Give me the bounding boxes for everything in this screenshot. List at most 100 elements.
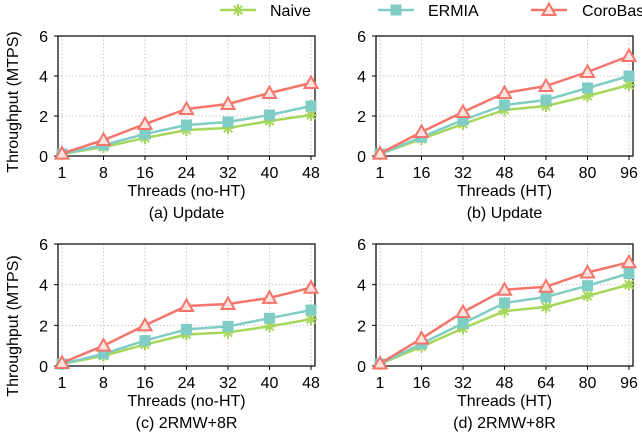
data-point-corobase bbox=[620, 253, 638, 269]
legend-label: Naive bbox=[270, 3, 311, 20]
data-point-corobase bbox=[371, 145, 389, 160]
data-point-naive bbox=[263, 115, 276, 127]
data-point-ermia bbox=[305, 304, 317, 316]
data-point-corobase bbox=[413, 123, 430, 138]
data-point-ermia bbox=[457, 114, 469, 126]
panel-b: 0 2 4 6 1 16 32 48 64 80 96 Threads (HT) (b) Update bbox=[357, 29, 638, 222]
x-tick-label: 48 bbox=[302, 375, 320, 392]
x-tick-label: 96 bbox=[620, 165, 638, 182]
data-point-naive bbox=[305, 109, 317, 121]
data-point-corobase bbox=[53, 354, 71, 369]
legend-marker-corobase bbox=[540, 1, 558, 16]
data-point-corobase bbox=[53, 145, 71, 160]
data-point-corobase bbox=[537, 278, 555, 293]
data-point-corobase bbox=[371, 355, 389, 370]
y-tick-label: 6 bbox=[39, 29, 48, 46]
y-axis-label-bottom: Throughput (MTPS) bbox=[5, 255, 22, 396]
data-point-corobase bbox=[219, 295, 237, 310]
x-tick-label: 1 bbox=[376, 375, 385, 392]
x-tick-label: 80 bbox=[579, 375, 597, 392]
y-tick-label: 6 bbox=[357, 29, 366, 46]
data-point-ermia bbox=[499, 99, 510, 111]
data-point-ermia bbox=[540, 291, 552, 303]
x-tick-label: 64 bbox=[537, 375, 555, 392]
data-point-corobase bbox=[454, 103, 472, 118]
legend-item-naive: Naive bbox=[220, 3, 311, 20]
legend-marker-ermia bbox=[390, 4, 402, 16]
data-point-ermia bbox=[222, 320, 234, 332]
data-point-ermia bbox=[264, 312, 275, 324]
data-point-naive bbox=[540, 100, 552, 112]
y-tick-label: 2 bbox=[357, 109, 366, 126]
legend-label: ERMIA bbox=[428, 3, 479, 20]
legend-label: CoroBase bbox=[582, 3, 642, 20]
x-tick-label: 1 bbox=[58, 375, 67, 392]
data-point-naive bbox=[222, 326, 234, 339]
panel-caption: (c) 2RMW+8R bbox=[136, 415, 238, 432]
x-tick-label: 40 bbox=[261, 375, 279, 392]
legend: Naive ERMIA CoroBase bbox=[220, 1, 642, 20]
x-tick-label: 48 bbox=[496, 165, 514, 182]
data-point-ermia bbox=[540, 94, 552, 106]
data-point-naive bbox=[623, 79, 635, 91]
data-point-ermia bbox=[264, 109, 275, 121]
data-point-corobase bbox=[302, 74, 320, 89]
x-tick-label: 48 bbox=[496, 375, 514, 392]
panel-caption: (a) Update bbox=[149, 205, 225, 222]
x-tick-label: 40 bbox=[261, 165, 279, 182]
legend-marker-naive bbox=[232, 4, 244, 16]
x-tick-label: 32 bbox=[219, 165, 237, 182]
x-tick-label: 1 bbox=[376, 165, 385, 182]
data-point-ermia bbox=[222, 116, 234, 128]
y-tick-label: 0 bbox=[39, 149, 48, 166]
data-point-corobase bbox=[95, 131, 112, 146]
x-axis-label: Threads (no-HT) bbox=[127, 393, 245, 410]
panel-caption: (b) Update bbox=[467, 205, 543, 222]
data-point-ermia bbox=[305, 100, 317, 112]
data-point-ermia bbox=[139, 335, 151, 347]
y-tick-label: 2 bbox=[39, 109, 48, 126]
x-tick-label: 16 bbox=[413, 375, 431, 392]
y-tick-label: 0 bbox=[357, 149, 366, 166]
x-tick-label: 32 bbox=[454, 165, 472, 182]
y-tick-label: 0 bbox=[357, 359, 366, 376]
data-point-naive bbox=[222, 122, 234, 134]
x-tick-label: 64 bbox=[537, 165, 555, 182]
data-point-corobase bbox=[178, 297, 195, 313]
x-tick-label: 32 bbox=[219, 375, 237, 392]
x-axis-label: Threads (HT) bbox=[457, 183, 552, 200]
y-tick-label: 6 bbox=[39, 237, 48, 254]
x-axis-label: Threads (HT) bbox=[457, 393, 552, 410]
legend-item-ermia: ERMIA bbox=[378, 3, 479, 20]
x-tick-label: 16 bbox=[136, 165, 154, 182]
y-tick-label: 4 bbox=[357, 278, 366, 295]
data-point-ermia bbox=[582, 82, 593, 94]
data-point-corobase bbox=[579, 63, 596, 78]
data-point-corobase bbox=[261, 289, 278, 304]
data-point-naive bbox=[305, 313, 317, 326]
data-point-ermia bbox=[98, 348, 109, 360]
x-tick-label: 1 bbox=[58, 165, 67, 182]
y-tick-label: 4 bbox=[39, 278, 48, 295]
y-tick-label: 6 bbox=[357, 237, 366, 254]
x-tick-label: 16 bbox=[136, 375, 154, 392]
data-point-naive bbox=[540, 301, 552, 314]
y-tick-label: 0 bbox=[39, 359, 48, 376]
data-point-corobase bbox=[219, 95, 237, 110]
data-point-corobase bbox=[178, 100, 195, 115]
data-point-ermia bbox=[457, 317, 469, 329]
x-tick-label: 32 bbox=[454, 375, 472, 392]
y-tick-label: 2 bbox=[357, 318, 366, 335]
data-point-corobase bbox=[136, 115, 154, 130]
data-point-corobase bbox=[136, 316, 154, 332]
x-tick-label: 24 bbox=[178, 165, 196, 182]
data-point-corobase bbox=[579, 263, 596, 279]
x-tick-label: 24 bbox=[178, 375, 196, 392]
legend-item-corobase: CoroBase bbox=[531, 1, 642, 20]
x-tick-label: 8 bbox=[99, 165, 108, 182]
data-point-corobase bbox=[537, 77, 555, 92]
data-point-naive bbox=[581, 289, 594, 302]
data-point-corobase bbox=[454, 303, 472, 319]
